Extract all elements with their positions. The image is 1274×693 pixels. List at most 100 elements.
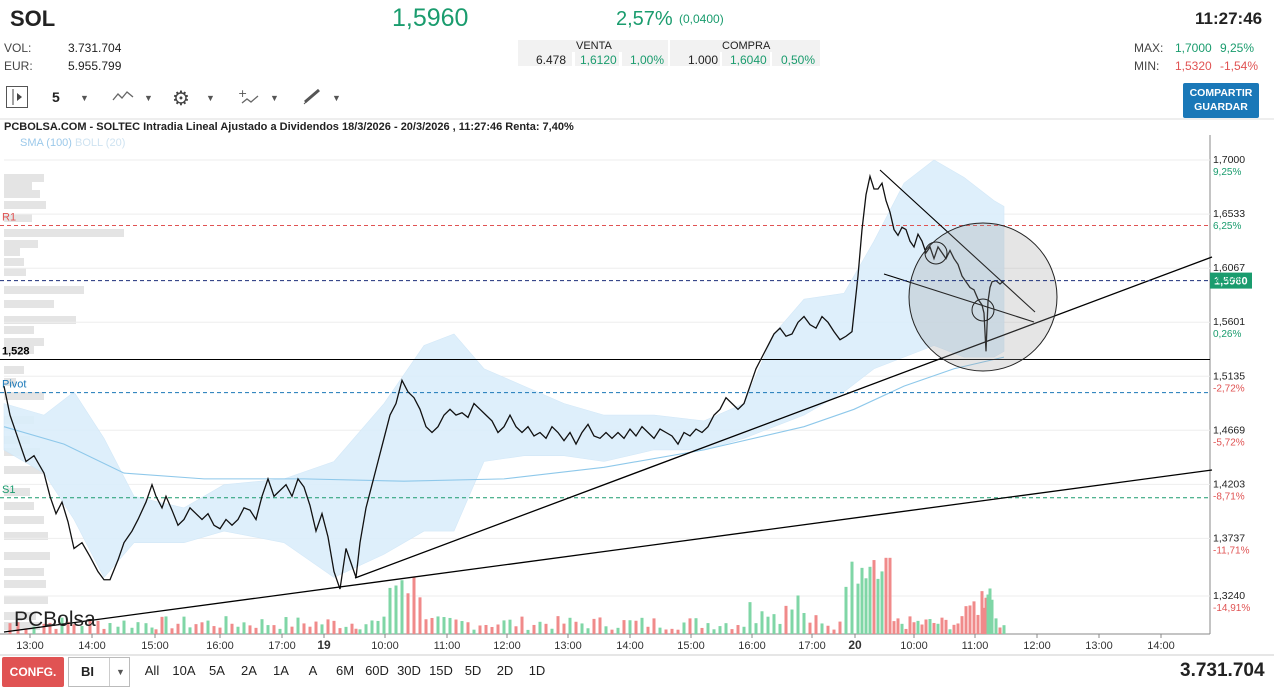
volume-bar — [616, 627, 620, 634]
range-30d[interactable]: 30D — [397, 663, 421, 678]
volume-bar — [622, 620, 626, 634]
volume-profile-bar — [4, 346, 34, 354]
range-1d[interactable]: 1D — [528, 663, 546, 678]
volume-bar — [718, 626, 722, 634]
volume-bar — [784, 605, 788, 634]
gear-icon[interactable]: ⚙ — [172, 88, 190, 110]
volume-bar — [188, 627, 192, 634]
volume-profile-bar — [4, 258, 24, 266]
x-tick-label: 10:00 — [371, 640, 399, 652]
volume-bar — [888, 557, 892, 634]
eur-label: EUR: — [4, 59, 33, 73]
volume-bar — [790, 609, 794, 634]
volume-bar — [838, 621, 842, 634]
range-60d[interactable]: 60D — [365, 663, 389, 678]
interval-caret-icon[interactable]: ▼ — [80, 93, 89, 103]
current-price: 1,5960 — [392, 4, 469, 32]
draw-caret-icon[interactable]: ▼ — [332, 93, 341, 103]
volume-bar — [218, 627, 222, 634]
volume-bar — [742, 626, 746, 634]
x-tick-label: 15:00 — [141, 640, 169, 652]
volume-bar — [694, 618, 698, 634]
x-tick-label: 14:00 — [1147, 640, 1175, 652]
volume-bar — [182, 616, 186, 634]
volume-bar — [976, 614, 980, 634]
volume-bar — [990, 599, 994, 634]
range-5d[interactable]: 5D — [464, 663, 482, 678]
x-tick-label: 14:00 — [78, 640, 106, 652]
volume-bar — [436, 616, 440, 634]
x-tick-label: 16:00 — [206, 640, 234, 652]
x-tick-label: 13:00 — [16, 640, 44, 652]
volume-bar — [670, 628, 674, 634]
volume-profile-bar — [4, 378, 16, 386]
settings-caret-icon[interactable]: ▼ — [206, 93, 215, 103]
indicators-icon[interactable]: + — [238, 87, 260, 111]
x-tick-label: 19 — [317, 638, 331, 652]
y-tick-pct: 3,26% — [1213, 275, 1241, 286]
volume-bar — [80, 626, 84, 634]
range-a[interactable]: A — [308, 663, 318, 678]
annotation-circle-small — [971, 298, 995, 322]
line-chart-icon[interactable] — [112, 88, 134, 109]
range-2a[interactable]: 2A — [241, 663, 257, 678]
volume-bar — [206, 620, 210, 634]
x-tick-label: 10:00 — [900, 640, 928, 652]
share-save-button[interactable]: COMPARTIR GUARDAR — [1183, 83, 1259, 118]
volume-profile-bar — [4, 612, 36, 620]
volume-bar — [808, 622, 812, 634]
volume-bar — [260, 619, 264, 634]
volume-bar — [868, 566, 872, 634]
save-label: GUARDAR — [1194, 101, 1248, 113]
volume-profile-bar — [4, 622, 40, 630]
volume-bar — [586, 628, 590, 634]
change-absolute: (0,0400) — [679, 12, 724, 26]
volume-bar — [358, 629, 362, 634]
volume-profile-bar — [4, 392, 44, 400]
volume-bar — [968, 605, 972, 634]
volume-bar — [964, 606, 968, 634]
volume-bar — [154, 629, 158, 634]
volume-bar — [940, 617, 944, 634]
compra-price: 1,6040 — [730, 53, 767, 67]
max-pct: 9,25% — [1220, 41, 1255, 55]
volume-bar — [344, 626, 348, 634]
chart-mode-select[interactable]: BI ▼ — [68, 657, 130, 687]
interval-select[interactable]: 5 — [52, 89, 60, 105]
range-15d[interactable]: 15D — [429, 663, 453, 678]
range-6m[interactable]: 6M — [335, 663, 355, 678]
volume-bar — [66, 621, 70, 634]
volume-bar — [676, 629, 680, 634]
volume-bar — [920, 624, 924, 634]
indicators-caret-icon[interactable]: ▼ — [270, 93, 279, 103]
volume-bar — [102, 628, 106, 634]
range-5a[interactable]: 5A — [209, 663, 225, 678]
range-1a[interactable]: 1A — [273, 663, 289, 678]
volume-bar — [984, 597, 988, 634]
volume-bar — [754, 623, 758, 634]
volume-bar — [376, 620, 380, 634]
volume-bar — [326, 619, 330, 634]
volume-bar — [550, 628, 554, 634]
config-button[interactable]: CONFG. — [2, 657, 64, 687]
play-panel-icon[interactable] — [6, 86, 28, 108]
y-tick-label: 1,6067 — [1213, 262, 1245, 274]
y-tick-label: 1,3737 — [1213, 532, 1245, 544]
range-all[interactable]: All — [144, 663, 160, 678]
volume-bar — [338, 628, 342, 634]
volume-bar — [876, 578, 880, 634]
volume-bar — [574, 621, 578, 634]
range-2d[interactable]: 2D — [496, 663, 514, 678]
chart-type-caret-icon[interactable]: ▼ — [144, 93, 153, 103]
volume-bar — [144, 623, 148, 634]
volume-bar — [284, 617, 288, 634]
volume-profile-bar — [4, 326, 34, 334]
draw-tool-icon[interactable] — [302, 87, 324, 110]
volume-bar — [278, 628, 282, 634]
volume-bar — [604, 626, 608, 634]
volume-bar — [982, 607, 986, 634]
y-tick-label: 1,7000 — [1213, 154, 1245, 166]
range-10a[interactable]: 10A — [172, 663, 196, 678]
volume-profile-bar — [4, 568, 44, 576]
